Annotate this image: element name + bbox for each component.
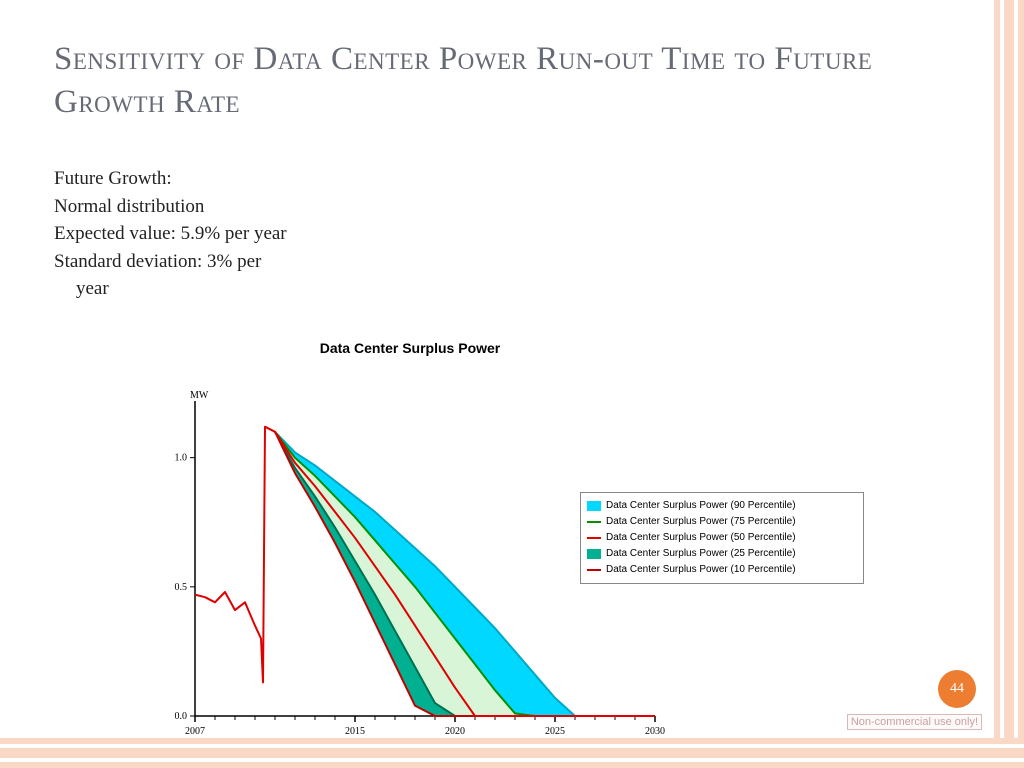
legend-swatch [587, 569, 601, 571]
svg-text:2025: 2025 [545, 726, 565, 736]
body-line-4a: Standard deviation: 3% per [54, 248, 434, 276]
legend-swatch [587, 521, 601, 523]
slide-number-badge: 44 [938, 670, 976, 708]
legend-label: Data Center Surplus Power (90 Percentile… [606, 498, 796, 514]
svg-text:2020: 2020 [445, 726, 465, 736]
legend-row: Data Center Surplus Power (75 Percentile… [587, 514, 857, 530]
legend-box: Data Center Surplus Power (90 Percentile… [580, 492, 864, 584]
legend-row: Data Center Surplus Power (10 Percentile… [587, 562, 857, 578]
border-right-inner [1004, 0, 1014, 768]
slide-title: Sensitivity of Data Center Power Run-out… [54, 38, 944, 124]
svg-text:2007: 2007 [185, 726, 205, 736]
body-text-block: Future Growth: Normal distribution Expec… [54, 165, 434, 303]
svg-text:0.5: 0.5 [175, 582, 188, 593]
legend-label: Data Center Surplus Power (75 Percentile… [606, 514, 796, 530]
body-line-2: Normal distribution [54, 193, 434, 221]
body-line-1: Future Growth: [54, 165, 434, 193]
legend-label: Data Center Surplus Power (25 Percentile… [606, 546, 796, 562]
body-line-4b: year [54, 275, 434, 303]
legend-swatch [587, 501, 601, 511]
legend-label: Data Center Surplus Power (50 Percentile… [606, 530, 796, 546]
svg-text:2030: 2030 [645, 726, 665, 736]
body-line-3: Expected value: 5.9% per year [54, 220, 434, 248]
legend-row: Data Center Surplus Power (90 Percentile… [587, 498, 857, 514]
legend-swatch [587, 549, 601, 559]
border-bottom-inner [0, 748, 1024, 758]
legend-row: Data Center Surplus Power (50 Percentile… [587, 530, 857, 546]
svg-text:1.0: 1.0 [175, 453, 188, 464]
legend-swatch [587, 537, 601, 539]
chart-title: Data Center Surplus Power [170, 340, 650, 356]
svg-text:0.0: 0.0 [175, 711, 188, 722]
legend-row: Data Center Surplus Power (25 Percentile… [587, 546, 857, 562]
legend-label: Data Center Surplus Power (10 Percentile… [606, 562, 796, 578]
svg-text:MW: MW [190, 390, 209, 401]
svg-text:2015: 2015 [345, 726, 365, 736]
watermark: Non-commercial use only! [847, 714, 982, 730]
